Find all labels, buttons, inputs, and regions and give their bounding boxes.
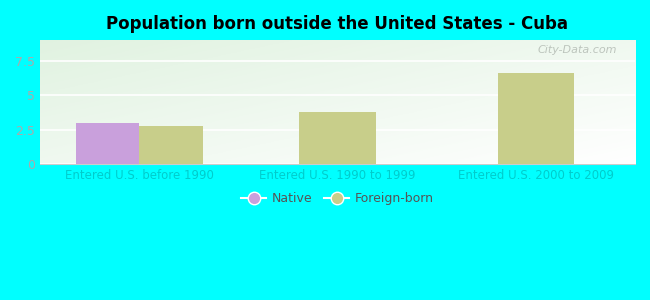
Legend: Native, Foreign-born: Native, Foreign-born — [237, 187, 439, 210]
Text: City-Data.com: City-Data.com — [538, 45, 617, 55]
Bar — [300, 112, 376, 164]
Title: Population born outside the United States - Cuba: Population born outside the United State… — [107, 15, 569, 33]
Bar — [75, 123, 139, 164]
Bar — [498, 73, 574, 164]
Bar — [139, 126, 203, 164]
